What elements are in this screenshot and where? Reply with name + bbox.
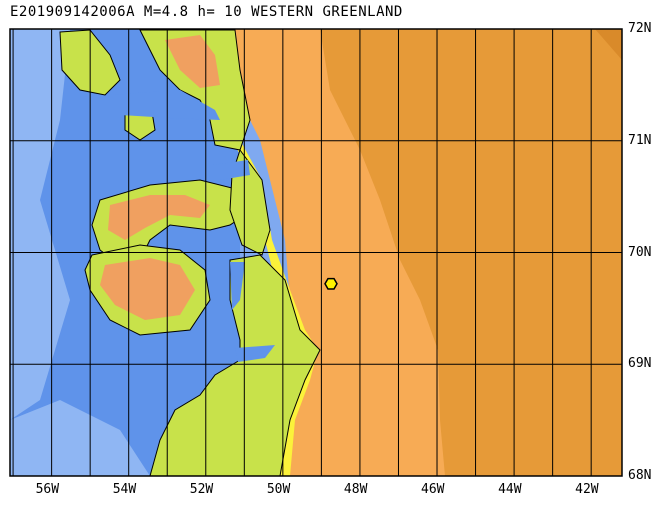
longitude-label: 52W xyxy=(189,482,214,497)
latitude-label: 68N xyxy=(628,468,652,483)
longitude-label: 44W xyxy=(498,482,522,497)
longitude-label: 50W xyxy=(266,482,291,497)
latitude-label: 72N xyxy=(628,21,652,36)
fjord xyxy=(212,160,250,180)
fjord xyxy=(230,262,245,310)
longitude-label: 48W xyxy=(343,482,368,497)
fjord xyxy=(235,345,275,362)
map-title: E201909142006A M=4.8 h= 10 WESTERN GREEN… xyxy=(10,4,403,20)
longitude-label: 56W xyxy=(35,482,60,497)
map-frame xyxy=(9,28,623,477)
earthquake-epicenter-marker xyxy=(324,277,338,290)
lat-lon-grid xyxy=(10,29,622,476)
longitude-label: 46W xyxy=(421,482,445,497)
ice-sheet-peak xyxy=(595,29,622,60)
fjord xyxy=(110,90,220,120)
latitude-label: 69N xyxy=(628,356,652,372)
highland-patch xyxy=(108,195,210,240)
latitude-label: 70N xyxy=(628,244,652,260)
longitude-label: 42W xyxy=(575,482,599,497)
longitude-label: 54W xyxy=(112,482,137,497)
latitude-label: 71N xyxy=(628,132,652,148)
highland-patch xyxy=(100,258,195,320)
